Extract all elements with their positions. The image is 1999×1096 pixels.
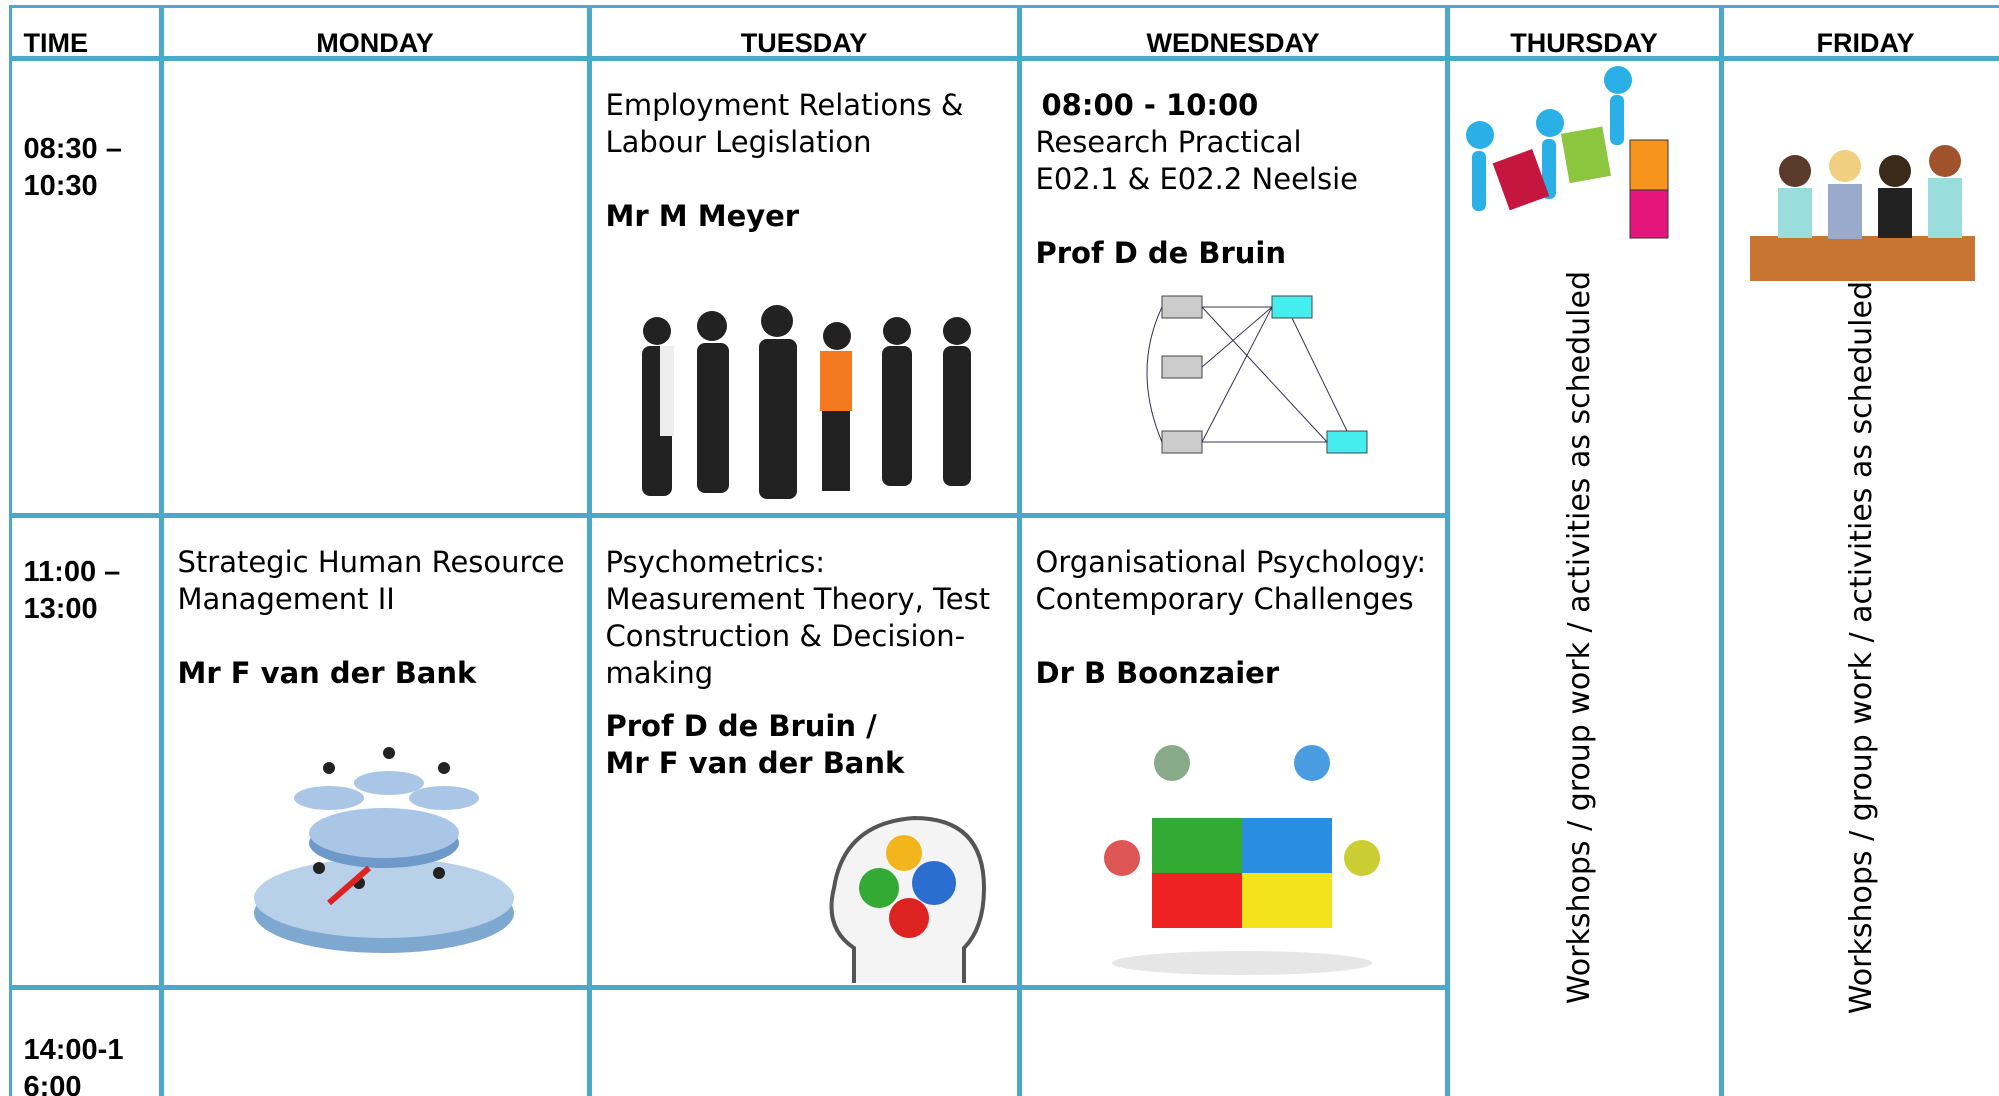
header-cell: TIME xyxy=(8,4,162,59)
lecturer: Dr B Boonzaier xyxy=(1035,655,1280,690)
team-illustration xyxy=(1749,144,1975,281)
group-work-illustration xyxy=(1465,65,1668,238)
header-text: THURSDAY xyxy=(1510,27,1658,58)
header-cell: THURSDAY xyxy=(1446,4,1722,59)
time-cell: 11:00 – 13:00 xyxy=(8,514,162,988)
lecturer: Mr M Meyer xyxy=(605,198,800,233)
hrm-illustration xyxy=(253,746,514,953)
header-text: TUESDAY xyxy=(740,27,868,58)
activity-note: Workshops / group work / activities as s… xyxy=(1843,280,1879,1014)
puzzle-illustration xyxy=(1103,744,1380,975)
activity-note: Workshops / group work / activities as s… xyxy=(1561,270,1597,1004)
header-cell: WEDNESDAY xyxy=(1018,4,1448,59)
cell xyxy=(160,986,590,1096)
head-gears-illustration xyxy=(829,815,986,983)
cell: Workshops / group work / activities as s… xyxy=(1446,57,1722,1096)
course: Employment Relations & Labour Legislatio… xyxy=(605,87,964,159)
course: Research Practical xyxy=(1035,124,1302,159)
header-cell: MONDAY xyxy=(160,4,590,59)
cell: Employment Relations & Labour Legislatio… xyxy=(588,57,1020,516)
time-text: 08:30 – 10:30 xyxy=(23,132,122,202)
time-cell: 08:30 – 10:30 xyxy=(8,57,162,516)
header-text: FRIDAY xyxy=(1816,27,1915,58)
header-text: WEDNESDAY xyxy=(1146,27,1320,58)
cell: Workshops / group work / activities as s… xyxy=(1720,57,1999,1096)
cell xyxy=(588,986,1020,1096)
cell: Organisational Psychology: Contemporary … xyxy=(1018,514,1448,988)
header-text: TIME xyxy=(23,27,89,58)
path-diagram xyxy=(1146,295,1367,453)
cell: Psychometrics: Measurement Theory, Test … xyxy=(588,514,1020,988)
header-text: MONDAY xyxy=(316,27,434,58)
lecturer: Prof D de Bruin xyxy=(1035,235,1287,270)
workers-illustration xyxy=(641,304,971,499)
time-text: 14:00-16:00 xyxy=(23,1033,124,1096)
time-cell: 14:00-16:00 xyxy=(8,986,162,1096)
course: Psychometrics: Measurement Theory, Test … xyxy=(605,544,991,690)
course: Organisational Psychology: Contemporary … xyxy=(1035,544,1427,616)
cell: 08:00 - 10:00 Research Practical E02.1 &… xyxy=(1018,57,1448,516)
venue: E02.1 & E02.2 Neelsie xyxy=(1035,161,1359,196)
lecturer: Prof D de Bruin / xyxy=(605,708,877,743)
header-cell: TUESDAY xyxy=(588,4,1020,59)
cell: Strategic Human Resource Management II M… xyxy=(160,514,590,988)
lecturer: Mr F van der Bank xyxy=(177,655,477,690)
course: Strategic Human Resource Management II xyxy=(177,544,565,616)
time-text: 11:00 – 13:00 xyxy=(23,555,121,625)
lecturer: Mr F van der Bank xyxy=(605,745,905,780)
cell xyxy=(1018,986,1448,1096)
header-cell: FRIDAY xyxy=(1720,4,1999,59)
cell xyxy=(160,57,590,516)
session-time: 08:00 - 10:00 xyxy=(1041,87,1259,122)
